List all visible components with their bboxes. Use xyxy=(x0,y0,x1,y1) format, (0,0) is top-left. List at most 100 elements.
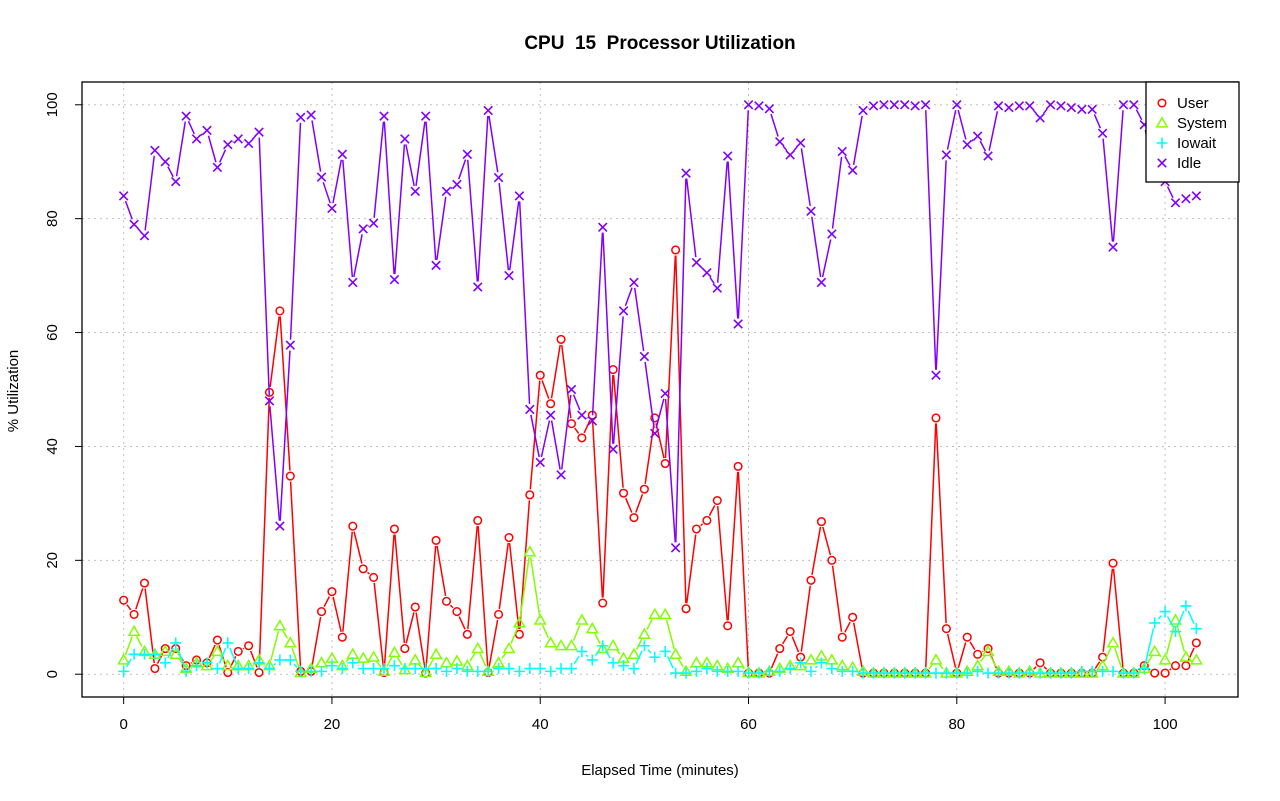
user-segment-41 xyxy=(550,344,561,399)
user-point-52 xyxy=(660,458,670,469)
iowait-point-79 xyxy=(940,667,952,679)
iowait-segment-14 xyxy=(273,662,277,666)
iowait-point-72 xyxy=(867,667,879,679)
idle-segment-83 xyxy=(988,111,999,151)
y-tick-label-0: 0 xyxy=(44,670,61,678)
system-point-39 xyxy=(523,545,537,557)
idle-point-74 xyxy=(889,100,900,110)
user-segment-53 xyxy=(675,255,687,604)
user-segment-27 xyxy=(405,612,415,644)
idle-segment-3 xyxy=(158,153,163,159)
iowait-point-8 xyxy=(201,657,213,669)
user-segment-14 xyxy=(269,316,280,387)
iowait-point-36 xyxy=(493,663,505,675)
idle-point-60 xyxy=(743,100,754,110)
y-tick-label-20: 20 xyxy=(44,552,61,569)
user-segment-31 xyxy=(449,604,454,609)
iowait-point-56 xyxy=(701,663,713,675)
idle-segment-42 xyxy=(560,394,572,470)
user-segment-49 xyxy=(635,494,644,513)
system-segment-28 xyxy=(418,663,423,669)
system-point-23 xyxy=(356,651,370,663)
idle-segment-2 xyxy=(144,155,155,231)
idle-segment-47 xyxy=(612,316,624,444)
user-point-39 xyxy=(525,490,535,500)
iowait-point-96 xyxy=(1117,667,1129,679)
idle-segment-58 xyxy=(727,161,739,319)
iowait-point-31 xyxy=(441,665,453,677)
idle-segment-59 xyxy=(737,110,750,319)
user-point-57 xyxy=(712,495,722,506)
iowait-point-65 xyxy=(795,657,807,669)
system-point-42 xyxy=(554,639,568,651)
iowait-point-87 xyxy=(1024,667,1036,679)
iowait-point-16 xyxy=(284,654,296,666)
iowait-point-27 xyxy=(399,663,411,675)
user-segment-28 xyxy=(415,612,426,668)
idle-point-26 xyxy=(389,274,400,285)
system-point-47 xyxy=(606,639,620,651)
y-tick-label-40: 40 xyxy=(44,438,61,455)
iowait-point-3 xyxy=(149,648,161,660)
system-point-45 xyxy=(585,621,599,634)
y-tick-label-100: 100 xyxy=(44,92,61,117)
idle-point-95 xyxy=(1108,242,1118,252)
user-segment-44 xyxy=(583,419,591,434)
iowait-point-30 xyxy=(430,663,442,675)
idle-point-65 xyxy=(795,138,806,148)
iowait-point-83 xyxy=(982,667,994,679)
system-segment-94 xyxy=(1104,647,1112,661)
user-point-82 xyxy=(973,649,983,659)
system-point-41 xyxy=(544,636,558,648)
idle-point-68 xyxy=(827,229,837,239)
system-segment-45 xyxy=(594,633,601,645)
idle-segment-29 xyxy=(425,121,437,260)
user-point-40 xyxy=(535,370,545,380)
idle-point-31 xyxy=(441,186,452,197)
idle-point-88 xyxy=(1035,113,1045,123)
iowait-point-39 xyxy=(524,663,536,675)
user-segment-13 xyxy=(258,397,271,668)
system-point-5 xyxy=(169,647,183,659)
idle-point-91 xyxy=(1066,102,1077,113)
iowait-segment-0 xyxy=(125,658,132,668)
idle-segment-95 xyxy=(1112,110,1124,242)
series-idle xyxy=(118,100,1202,553)
user-point-22 xyxy=(348,521,358,531)
user-segment-58 xyxy=(727,471,739,621)
idle-point-0 xyxy=(118,191,129,201)
user-point-13 xyxy=(254,667,264,678)
idle-segment-30 xyxy=(436,196,447,261)
user-segment-65 xyxy=(800,585,812,652)
user-segment-48 xyxy=(625,497,633,513)
x-tick-label-100: 100 xyxy=(1153,716,1178,733)
user-point-68 xyxy=(827,555,837,565)
iowait-point-19 xyxy=(316,665,328,677)
user-point-11 xyxy=(233,646,243,656)
system-point-24 xyxy=(367,650,381,662)
user-segment-37 xyxy=(508,542,520,629)
iowait-segment-66 xyxy=(814,665,818,669)
iowait-point-41 xyxy=(545,665,557,677)
series-user xyxy=(119,245,1201,678)
iowait-point-28 xyxy=(409,663,421,675)
idle-segment-28 xyxy=(415,121,426,186)
legend-marker-user xyxy=(1157,98,1167,108)
iowait-point-103 xyxy=(1190,623,1202,635)
user-segment-33 xyxy=(467,525,478,629)
iowait-point-88 xyxy=(1034,667,1046,679)
user-point-38 xyxy=(514,629,524,639)
iowait-segment-45 xyxy=(594,649,601,656)
idle-point-18 xyxy=(306,110,316,120)
iowait-point-99 xyxy=(1149,617,1161,629)
idle-segment-18 xyxy=(311,120,322,172)
system-segment-26 xyxy=(396,656,403,666)
system-segment-16 xyxy=(291,647,300,668)
idle-point-56 xyxy=(702,267,712,278)
user-point-56 xyxy=(702,515,712,526)
idle-point-59 xyxy=(733,319,743,329)
iowait-segment-100 xyxy=(1166,616,1174,627)
idle-point-58 xyxy=(722,151,733,161)
iowait-point-73 xyxy=(878,667,890,679)
user-segment-93 xyxy=(1094,661,1101,669)
